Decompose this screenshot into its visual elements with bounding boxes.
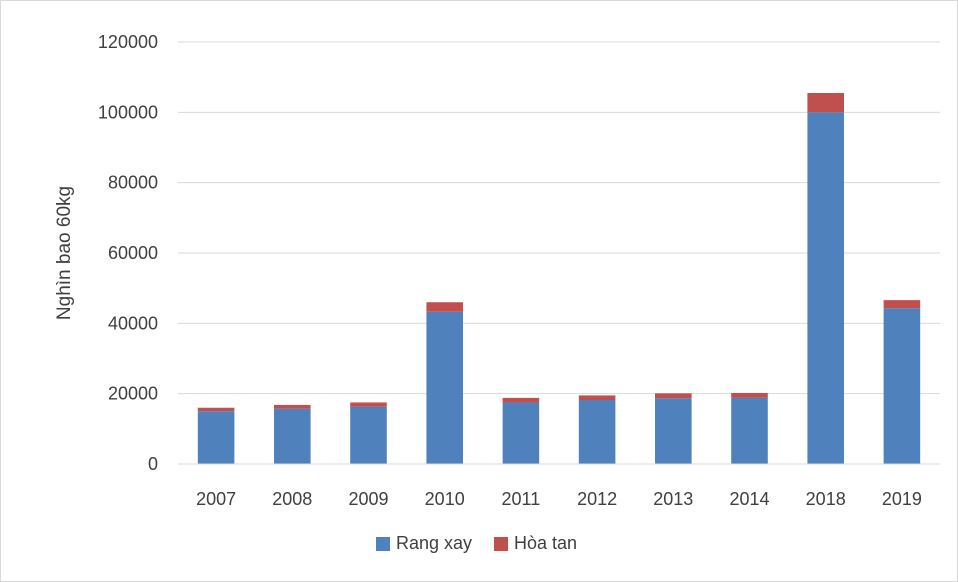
bar-hòa-tan-2014 <box>731 392 768 398</box>
legend: Rang xay Hòa tan <box>376 533 577 553</box>
bar-hòa-tan-2009 <box>350 402 387 407</box>
x-tick-label: 2012 <box>577 489 617 509</box>
x-tick-label: 2008 <box>272 489 312 509</box>
bar-hòa-tan-2008 <box>274 404 311 409</box>
x-tick-label: 2010 <box>425 489 465 509</box>
bar-rang-xay-2008 <box>274 408 311 464</box>
y-tick-label: 80000 <box>108 173 158 193</box>
y-tick-label: 40000 <box>108 313 158 333</box>
x-tick-labels: 2007 2008 2009 2010 2011 2012 2013 2014 2018 2019 <box>196 489 922 509</box>
legend-label: Hòa tan <box>514 533 577 553</box>
legend-swatch-rang-xay <box>376 537 390 551</box>
y-tick-label: 0 <box>148 454 158 474</box>
x-tick-label: 2019 <box>882 489 922 509</box>
x-tick-label: 2013 <box>653 489 693 509</box>
y-tick-label: 60000 <box>108 243 158 263</box>
y-tick-label: 100000 <box>98 102 158 122</box>
bar-rang-xay-2019 <box>883 308 921 464</box>
bars <box>197 92 921 464</box>
bar-rang-xay-2012 <box>578 399 616 464</box>
bar-hòa-tan-2010 <box>426 302 463 312</box>
bar-hòa-tan-2018 <box>807 92 844 113</box>
bar-hòa-tan-2011 <box>502 397 540 403</box>
bar-rang-xay-2010 <box>426 311 463 464</box>
x-tick-label: 2009 <box>348 489 388 509</box>
bar-rang-xay-2018 <box>807 112 844 464</box>
bar-rang-xay-2013 <box>655 398 692 464</box>
y-axis-title: Nghìn bao 60kg <box>54 186 75 320</box>
legend-label: Rang xay <box>396 533 472 553</box>
x-tick-label: 2014 <box>729 489 769 509</box>
x-tick-label: 2007 <box>196 489 236 509</box>
bar-hòa-tan-2012 <box>578 395 616 400</box>
legend-swatch-hòa-tan <box>494 537 508 551</box>
x-tick-label: 2011 <box>502 489 541 509</box>
y-tick-label: 120000 <box>98 32 158 52</box>
bar-rang-xay-2014 <box>731 397 768 464</box>
y-tick-labels: 0 20000 40000 60000 80000 100000 120000 <box>98 32 158 474</box>
bar-rang-xay-2009 <box>350 406 387 464</box>
bar-rang-xay-2011 <box>502 402 540 464</box>
bar-rang-xay-2007 <box>197 411 235 464</box>
y-tick-label: 20000 <box>108 384 158 404</box>
x-tick-label: 2018 <box>806 489 846 509</box>
bar-hòa-tan-2007 <box>197 407 235 412</box>
bar-hòa-tan-2019 <box>883 300 921 309</box>
bar-hòa-tan-2013 <box>655 393 692 399</box>
